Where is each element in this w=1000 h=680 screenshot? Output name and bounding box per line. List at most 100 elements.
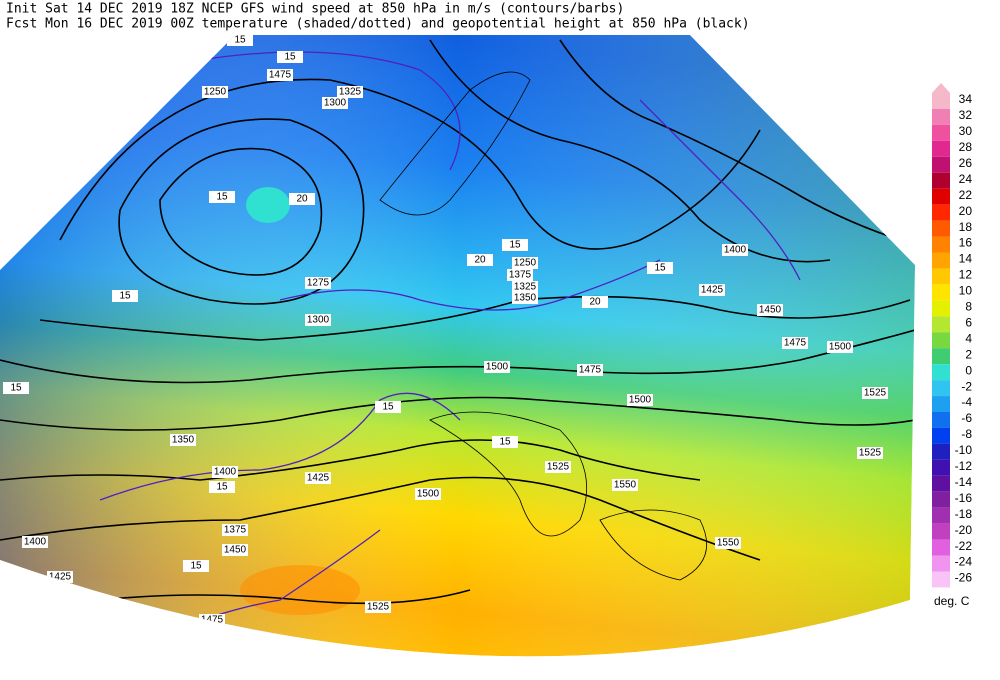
map-label: 1375 bbox=[224, 525, 247, 536]
temperature-field bbox=[246, 187, 290, 223]
colorbar-swatch bbox=[932, 491, 950, 508]
map-label: 1550 bbox=[614, 480, 637, 491]
temperature-field bbox=[240, 565, 360, 615]
map-label: 20 bbox=[474, 255, 486, 266]
colorbar-tick-label: -26 bbox=[955, 571, 973, 585]
map-label: 1400 bbox=[214, 467, 237, 478]
map-label-bg bbox=[512, 281, 538, 293]
map-label: 1450 bbox=[759, 305, 782, 316]
colorbar-swatch bbox=[932, 523, 950, 540]
colorbar-swatch bbox=[932, 571, 950, 588]
colorbar-swatch bbox=[932, 204, 950, 221]
colorbar-swatch bbox=[932, 332, 950, 349]
colorbar-tick-label: 16 bbox=[959, 236, 973, 250]
colorbar-swatch bbox=[932, 124, 950, 141]
map-label-bg bbox=[209, 191, 235, 203]
colorbar-swatch bbox=[932, 284, 950, 301]
map-label-bg bbox=[209, 481, 235, 493]
map-label: 15 bbox=[234, 35, 246, 46]
colorbar-swatch bbox=[932, 539, 950, 556]
colorbar-swatch bbox=[932, 156, 950, 173]
map-label-bg bbox=[722, 244, 748, 256]
colorbar-tick-label: 4 bbox=[965, 331, 972, 345]
colorbar-swatch bbox=[932, 475, 950, 492]
map-label-bg bbox=[202, 86, 228, 98]
colorbar-tick-label: 30 bbox=[959, 124, 973, 138]
colorbar-swatch bbox=[932, 268, 950, 285]
colorbar-swatch bbox=[932, 93, 950, 109]
colorbar-swatch bbox=[932, 348, 950, 365]
map-label: 1450 bbox=[224, 545, 247, 556]
colorbar-tick-label: 6 bbox=[965, 315, 972, 329]
map-label: 1300 bbox=[324, 98, 347, 109]
map-label: 1525 bbox=[547, 462, 570, 473]
colorbar-swatch bbox=[932, 108, 950, 125]
coastlines bbox=[379, 71, 708, 581]
map-label-bg bbox=[502, 239, 528, 251]
colorbar-tick-label: 26 bbox=[959, 156, 973, 170]
map-label: 1250 bbox=[204, 87, 227, 98]
colorbar-swatch bbox=[932, 300, 950, 317]
colorbar-swatch bbox=[932, 236, 950, 253]
map-label: 1500 bbox=[417, 489, 440, 500]
map-label-bg bbox=[3, 382, 29, 394]
map-label: 15 bbox=[284, 52, 296, 63]
colorbar-tick-label: 32 bbox=[959, 108, 973, 122]
colorbar-tick-label: -24 bbox=[955, 555, 973, 569]
map-label-bg bbox=[492, 436, 518, 448]
colorbar-tick-label: -12 bbox=[955, 459, 973, 473]
map-label-bg bbox=[112, 290, 138, 302]
colorbar-tick-label: -10 bbox=[955, 443, 973, 457]
colorbar-tick-label: -22 bbox=[955, 539, 973, 553]
colorbar-swatch bbox=[932, 364, 950, 381]
colorbar-swatch bbox=[932, 220, 950, 237]
map-label: 1375 bbox=[509, 270, 532, 281]
colorbar-tick-label: 20 bbox=[959, 204, 973, 218]
map-label: 15 bbox=[509, 240, 521, 251]
colorbar-tick-label: 28 bbox=[959, 140, 973, 154]
colorbar-swatch bbox=[932, 380, 950, 397]
map-label: 1475 bbox=[201, 615, 224, 626]
map-label-bg bbox=[582, 296, 608, 308]
map-label: 15 bbox=[190, 561, 202, 572]
map-label: 1400 bbox=[724, 245, 747, 256]
map-label-bg bbox=[467, 254, 493, 266]
map-label-bg bbox=[862, 387, 888, 399]
colorbar-unit: deg. C bbox=[934, 594, 970, 608]
map-label-bg bbox=[222, 524, 248, 536]
map-label-bg bbox=[415, 488, 441, 500]
colorbar-tick-label: -14 bbox=[955, 475, 973, 489]
colorbar-tick-label: 34 bbox=[959, 92, 973, 106]
map-label-bg bbox=[715, 537, 741, 549]
colorbar-swatch bbox=[932, 140, 950, 157]
map-label: 1425 bbox=[49, 572, 72, 583]
map-label-bg bbox=[512, 257, 538, 269]
map-label: 15 bbox=[216, 482, 228, 493]
map-label: 15 bbox=[119, 291, 131, 302]
colorbar-swatch bbox=[932, 459, 950, 476]
map-label: 1425 bbox=[701, 285, 724, 296]
map-label-bg bbox=[305, 277, 331, 289]
map-label: 1325 bbox=[514, 282, 537, 293]
colorbar-arrow bbox=[932, 83, 950, 93]
map: 1475125013001325140012501275130013751325… bbox=[0, 35, 915, 657]
map-label-bg bbox=[322, 97, 348, 109]
map-label-bg bbox=[22, 536, 48, 548]
map-label-bg bbox=[222, 544, 248, 556]
colorbar-tick-label: 14 bbox=[959, 252, 973, 266]
colorbar-tick-label: -6 bbox=[961, 411, 972, 425]
map-label-bg bbox=[170, 434, 196, 446]
map-label-bg bbox=[577, 364, 603, 376]
map-label-bg bbox=[612, 479, 638, 491]
colorbar-tick-label: 22 bbox=[959, 188, 973, 202]
map-label: 1350 bbox=[172, 435, 195, 446]
colorbar-tick-label: -18 bbox=[955, 507, 973, 521]
map-label: 1350 bbox=[514, 293, 537, 304]
map-label: 1525 bbox=[367, 602, 390, 613]
colorbar-tick-label: -16 bbox=[955, 491, 973, 505]
colorbar-tick-label: 24 bbox=[959, 172, 973, 186]
map-label-bg bbox=[507, 269, 533, 281]
colorbar-tick-label: 2 bbox=[965, 347, 972, 361]
map-label: 1250 bbox=[514, 258, 537, 269]
map-label-bg bbox=[757, 304, 783, 316]
